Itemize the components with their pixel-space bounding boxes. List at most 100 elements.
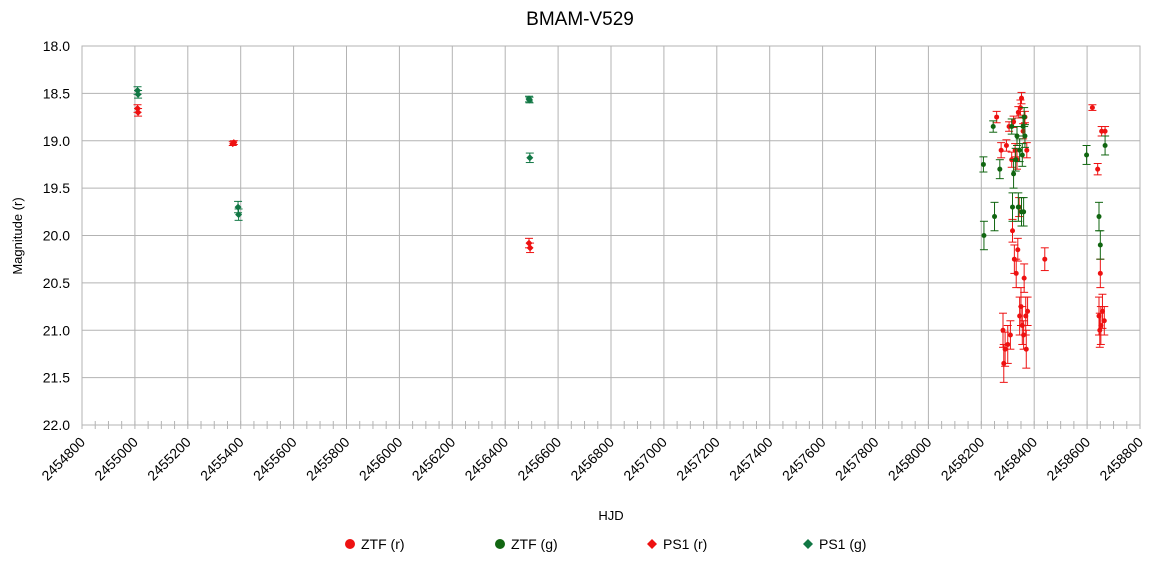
data-point xyxy=(981,233,987,238)
data-point xyxy=(1095,166,1101,172)
y-tick-label: 21.0 xyxy=(43,322,70,338)
data-point xyxy=(1013,157,1019,163)
x-tick-label: 2457000 xyxy=(620,434,670,484)
x-tick-label: 2457800 xyxy=(832,434,882,484)
data-point xyxy=(992,214,998,220)
legend-item: PS1 (r) xyxy=(647,536,707,552)
x-tick-label: 2455600 xyxy=(250,434,300,484)
data-point xyxy=(1024,147,1030,153)
x-tick-label: 2455000 xyxy=(91,434,141,484)
series-ps1-r xyxy=(133,104,535,254)
x-tick-label: 2456800 xyxy=(567,434,617,484)
data-point xyxy=(994,114,1000,120)
data-point xyxy=(1099,308,1105,314)
data-point xyxy=(990,124,996,130)
data-point xyxy=(1097,270,1103,276)
x-minor-ticks xyxy=(81,421,1141,429)
legend: ZTF (r) ZTF (g) PS1 (r) PS1 (g) xyxy=(345,536,866,552)
series-ps1-g xyxy=(133,86,534,221)
x-tick-label: 2458200 xyxy=(938,434,988,484)
chart-title: BMAM-V529 xyxy=(526,9,634,30)
x-tick-label: 2454800 xyxy=(38,434,88,484)
y-tick-label: 20.5 xyxy=(43,275,70,291)
data-point xyxy=(1099,128,1105,134)
x-tick-label: 2455800 xyxy=(303,434,353,484)
data-point xyxy=(1007,332,1013,338)
data-point xyxy=(1101,318,1107,324)
data-point xyxy=(1015,247,1021,253)
y-axis-label: Magnitude (r) xyxy=(10,197,25,274)
data-point xyxy=(1084,152,1090,158)
data-point xyxy=(526,154,534,162)
legend-item: ZTF (r) xyxy=(345,536,405,552)
x-tick-label: 2455200 xyxy=(144,434,194,484)
data-point xyxy=(1023,346,1029,352)
data-point xyxy=(1010,228,1016,234)
y-tick-labels: 18.0 18.5 19.0 19.5 20.0 20.5 21.0 21.5 22.0 xyxy=(43,38,70,433)
legend-label: ZTF (r) xyxy=(361,536,405,552)
data-point xyxy=(1015,109,1021,115)
data-point xyxy=(134,90,142,98)
data-point xyxy=(1011,171,1017,177)
data-point xyxy=(1025,308,1031,314)
data-point xyxy=(235,211,243,219)
y-tick-label: 19.0 xyxy=(43,133,70,149)
x-tick-label: 2458000 xyxy=(885,434,935,484)
x-tick-label: 2457200 xyxy=(673,434,723,484)
x-tick-label: 2458600 xyxy=(1043,434,1093,484)
x-tick-label: 2455400 xyxy=(197,434,247,484)
legend-label: ZTF (g) xyxy=(511,536,558,552)
data-point xyxy=(1010,204,1016,210)
legend-item: ZTF (g) xyxy=(495,536,558,552)
y-tick-label: 18.5 xyxy=(43,85,70,101)
data-point xyxy=(1009,124,1015,130)
legend-label: PS1 (r) xyxy=(663,536,707,552)
x-tick-label: 2458800 xyxy=(1096,434,1146,484)
x-tick-label: 2456200 xyxy=(409,434,459,484)
data-point xyxy=(1005,341,1011,347)
data-point xyxy=(1014,133,1020,139)
y-tick-label: 19.5 xyxy=(43,180,70,196)
data-point xyxy=(1022,133,1028,139)
x-tick-labels: 2454800 2455000 2455200 2455400 2455600 24558… xyxy=(38,434,1146,484)
data-point xyxy=(1096,214,1102,220)
x-tick-label: 2456400 xyxy=(461,434,511,484)
data-point xyxy=(1003,142,1009,148)
x-tick-label: 2456600 xyxy=(514,434,564,484)
x-tick-label: 2457400 xyxy=(726,434,776,484)
data-point xyxy=(1015,204,1021,210)
data-points xyxy=(133,86,1110,383)
x-axis-label: HJD xyxy=(598,508,623,523)
y-tick-label: 18.0 xyxy=(43,38,70,54)
data-point xyxy=(1019,152,1025,158)
series-ztf-g xyxy=(979,107,1110,260)
data-point xyxy=(1017,147,1023,153)
data-point xyxy=(997,166,1003,172)
x-tick-label: 2457600 xyxy=(779,434,829,484)
data-point xyxy=(1021,209,1027,215)
data-point xyxy=(1021,275,1027,281)
y-tick-label: 22.0 xyxy=(43,417,70,433)
data-point xyxy=(1019,95,1025,101)
data-point xyxy=(526,244,534,252)
data-point xyxy=(1002,346,1008,352)
data-point xyxy=(1013,270,1019,276)
data-point xyxy=(1021,114,1027,120)
data-point xyxy=(1102,142,1108,148)
y-tick-label: 20.0 xyxy=(43,228,70,244)
data-point xyxy=(980,161,986,167)
y-tick-label: 21.5 xyxy=(43,370,70,386)
legend-item: PS1 (g) xyxy=(803,536,866,552)
data-point xyxy=(1102,128,1108,134)
series-ztf-r xyxy=(992,91,1110,383)
data-point xyxy=(230,139,238,147)
data-point xyxy=(1023,313,1029,319)
legend-marker xyxy=(647,539,657,549)
data-point xyxy=(526,96,534,104)
data-point xyxy=(1042,256,1048,262)
data-point xyxy=(998,147,1004,153)
x-tick-label: 2456000 xyxy=(356,434,406,484)
data-point xyxy=(1089,105,1095,111)
x-tick-label: 2458400 xyxy=(990,434,1040,484)
